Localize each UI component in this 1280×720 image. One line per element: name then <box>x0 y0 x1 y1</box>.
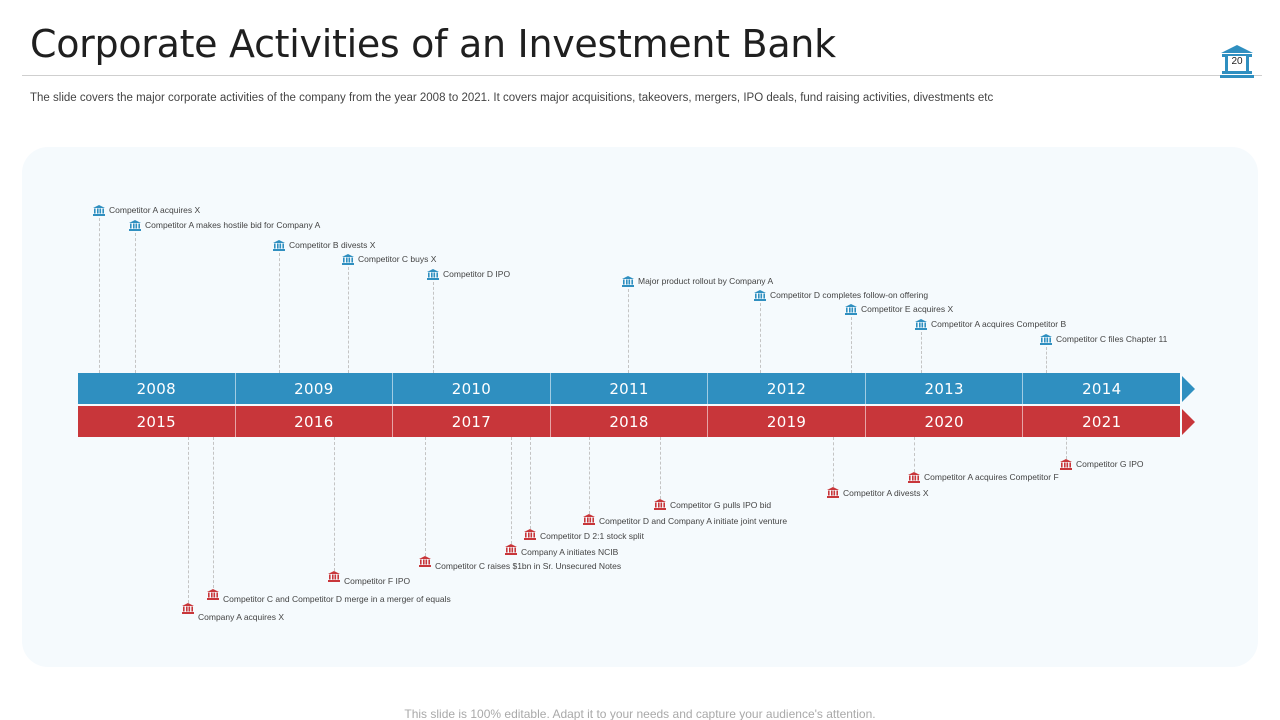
year-2008: 2008 <box>78 373 236 404</box>
arrow-right-icon <box>1182 376 1195 402</box>
year-2012: 2012 <box>708 373 866 404</box>
bank-icon <box>342 254 354 265</box>
bank-icon <box>524 529 536 540</box>
timeline-event: Company A initiates NCIB <box>505 544 618 557</box>
connector-line <box>279 253 280 373</box>
timeline-event: Competitor D IPO <box>427 269 510 280</box>
bank-icon <box>622 276 634 287</box>
connector-line <box>511 437 512 544</box>
connector-line <box>851 317 852 373</box>
year-2016: 2016 <box>236 406 394 437</box>
year-2010: 2010 <box>393 373 551 404</box>
bank-icon <box>505 544 517 555</box>
connector-line <box>213 437 214 588</box>
bank-icon <box>754 290 766 301</box>
timeline-event: Competitor D and Company A initiate join… <box>583 514 787 526</box>
year-2017: 2017 <box>393 406 551 437</box>
bank-icon <box>207 589 219 600</box>
timeline-event: Competitor D completes follow-on offerin… <box>754 290 928 301</box>
bank-icon <box>1040 334 1052 345</box>
page-number: 20 <box>1228 56 1246 67</box>
title-divider <box>22 75 1262 76</box>
year-2011: 2011 <box>551 373 709 404</box>
timeline-event: Competitor A makes hostile bid for Compa… <box>129 220 320 231</box>
connector-line <box>135 233 136 373</box>
timeline-event: Competitor G IPO <box>1060 459 1144 470</box>
timeline-event: Competitor D 2:1 stock split <box>524 529 644 541</box>
bank-icon <box>1220 45 1254 78</box>
year-2018: 2018 <box>551 406 709 437</box>
bank-icon <box>845 304 857 315</box>
connector-line <box>99 218 100 373</box>
year-band-top: 2008 2009 2010 2011 2012 2013 2014 <box>78 373 1180 404</box>
connector-line <box>188 437 189 603</box>
bank-icon <box>1060 459 1072 470</box>
bank-icon <box>93 205 105 216</box>
year-2019: 2019 <box>708 406 866 437</box>
bank-icon <box>654 499 666 510</box>
year-2021: 2021 <box>1082 412 1122 431</box>
connector-line <box>914 437 915 472</box>
connector-line <box>589 437 590 514</box>
timeline-event: Competitor A acquires X <box>93 205 200 216</box>
connector-line <box>530 437 531 529</box>
timeline-event: Company A acquires X <box>182 603 284 622</box>
timeline-event: Competitor A divests X <box>827 487 929 498</box>
bank-icon <box>915 319 927 330</box>
timeline-event: Competitor A acquires Competitor B <box>915 319 1066 330</box>
bank-icon <box>273 240 285 251</box>
connector-line <box>1066 437 1067 459</box>
bank-icon <box>328 571 340 582</box>
timeline-event: Major product rollout by Company A <box>622 276 773 287</box>
connector-line <box>833 437 834 487</box>
arrow-right-icon <box>1182 409 1195 435</box>
connector-line <box>760 303 761 373</box>
footer-note: This slide is 100% editable. Adapt it to… <box>404 707 876 720</box>
timeline-event: Competitor C and Competitor D merge in a… <box>207 589 451 604</box>
connector-line <box>433 282 434 373</box>
year-band-bottom: 2015 2016 2017 2018 2019 2020 2021 <box>78 406 1180 437</box>
year-2020: 2020 <box>866 406 1024 437</box>
connector-line <box>628 289 629 373</box>
bank-icon <box>182 603 194 614</box>
bank-icon <box>908 472 920 483</box>
bank-icon <box>827 487 839 498</box>
timeline-event: Competitor F IPO <box>328 571 410 586</box>
year-2015: 2015 <box>78 406 236 437</box>
connector-line <box>921 332 922 373</box>
slide-subtitle: The slide covers the major corporate act… <box>30 92 994 104</box>
timeline-event: Competitor C buys X <box>342 254 436 265</box>
year-2014: 2014 <box>1082 379 1122 398</box>
year-2009: 2009 <box>236 373 394 404</box>
timeline-event: Competitor C raises $1bn in Sr. Unsecure… <box>419 556 621 571</box>
bank-icon <box>583 514 595 525</box>
year-2013: 2013 <box>866 373 1024 404</box>
connector-line <box>425 437 426 556</box>
timeline-event: Competitor B divests X <box>273 240 375 251</box>
page-number-badge: 20 <box>1219 44 1255 78</box>
connector-line <box>348 267 349 373</box>
connector-line <box>660 437 661 499</box>
timeline-event: Competitor A acquires Competitor F <box>908 472 1059 483</box>
connector-line <box>334 437 335 571</box>
connector-line <box>1046 347 1047 373</box>
timeline-event: Competitor G pulls IPO bid <box>654 499 771 510</box>
timeline-event: Competitor E acquires X <box>845 304 953 315</box>
bank-icon <box>129 220 141 231</box>
timeline-event: Competitor C files Chapter 11 <box>1040 334 1167 345</box>
bank-icon <box>419 556 431 567</box>
bank-icon <box>427 269 439 280</box>
page-title: Corporate Activities of an Investment Ba… <box>30 22 836 66</box>
